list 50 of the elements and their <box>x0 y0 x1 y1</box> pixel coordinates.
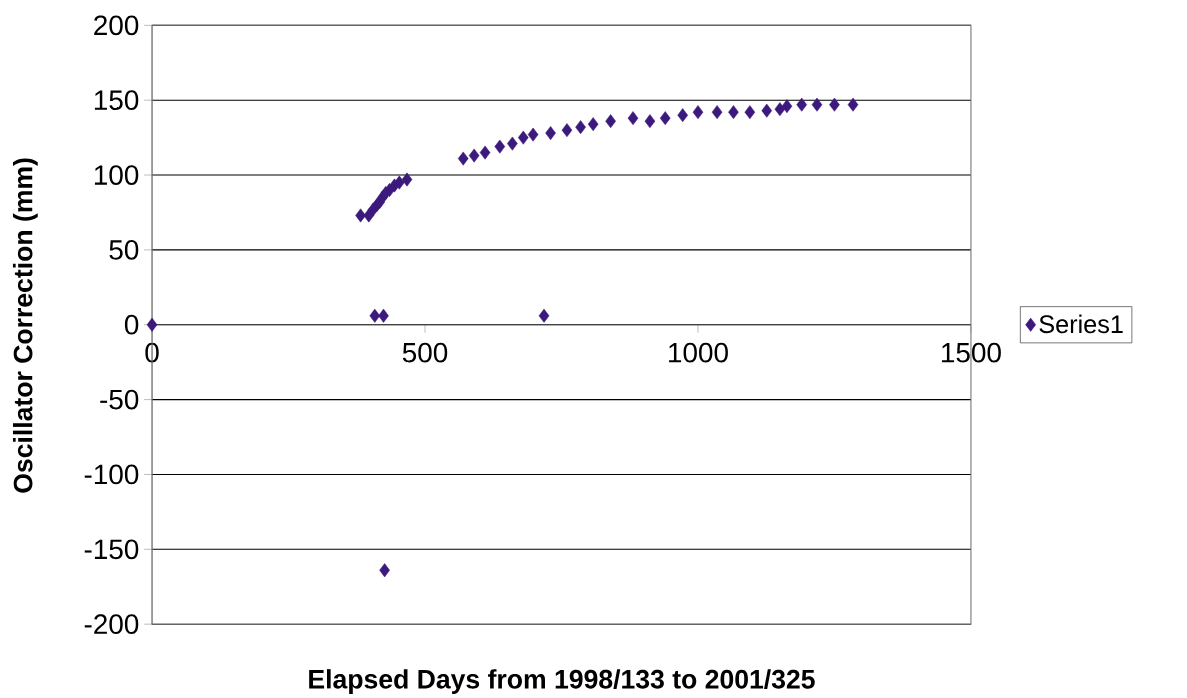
y-tick-label: -150 <box>84 539 139 560</box>
point <box>457 151 469 166</box>
y-tick-label: 0 <box>124 315 139 335</box>
point <box>811 97 823 112</box>
legend-label: Series1 <box>1039 314 1123 334</box>
point <box>527 127 539 142</box>
y-axis-title: Oscillator Correction (mm) <box>12 158 38 493</box>
point <box>468 148 480 163</box>
x-tick-label: 0 <box>145 343 159 363</box>
point <box>659 111 671 126</box>
y-tick-label: 100 <box>94 165 139 186</box>
point <box>711 105 723 120</box>
x-tick-label: 500 <box>402 343 448 363</box>
point <box>575 120 586 135</box>
point <box>479 145 491 160</box>
y-tick-label: 50 <box>109 240 139 260</box>
point <box>507 136 518 151</box>
point <box>796 97 807 112</box>
point <box>379 563 390 578</box>
point <box>644 114 656 129</box>
y-tick-label: 200 <box>94 15 139 36</box>
point <box>394 175 405 190</box>
point <box>744 105 756 120</box>
point <box>561 123 573 138</box>
point <box>369 309 381 323</box>
point <box>692 105 704 120</box>
point <box>761 103 773 118</box>
point <box>627 111 639 126</box>
point <box>781 99 793 114</box>
point <box>587 117 599 132</box>
y-tick-label: 150 <box>94 90 139 111</box>
x-tick-label: 1000 <box>669 343 728 363</box>
y-tick-label: -50 <box>100 389 139 410</box>
point <box>829 97 840 112</box>
y-tick-label: -200 <box>84 614 139 635</box>
point <box>538 309 550 323</box>
point <box>518 130 529 145</box>
point <box>355 208 366 223</box>
point <box>677 108 688 123</box>
point <box>728 105 739 120</box>
point <box>378 309 389 323</box>
x-axis-title: Elapsed Days from 1998/133 to 2001/325 <box>309 669 815 695</box>
point <box>401 172 413 187</box>
x-tick-label: 1500 <box>942 343 1001 363</box>
point <box>146 318 158 332</box>
point <box>545 126 556 141</box>
point <box>847 97 859 112</box>
point <box>494 139 506 154</box>
point <box>605 114 616 129</box>
y-tick-label: -100 <box>84 464 139 485</box>
